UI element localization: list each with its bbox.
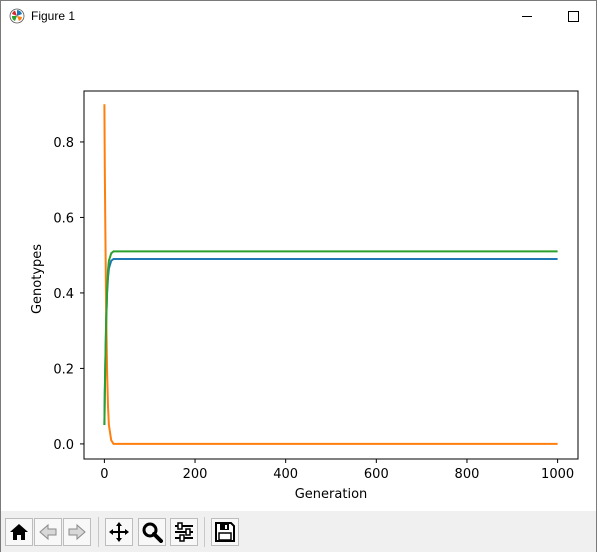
series-line-2 [103,104,558,445]
y-tick-label: 0.6 [53,211,74,226]
arrow-left-icon [39,523,57,541]
title-bar[interactable]: Figure 1 [1,1,596,31]
save-button[interactable] [211,518,239,546]
line-chart: 0 200 400 600 800 1000 0.0 0.2 0.4 0.6 0.8 Genera… [30,90,579,502]
arrow-right-icon [68,523,86,541]
home-icon [10,524,28,540]
y-axis-label: Genotypes [30,244,45,314]
y-tick-label: 0.2 [53,362,74,377]
sliders-icon [175,522,193,542]
x-tick-label: 800 [455,467,480,482]
x-tick-label: 600 [364,467,389,482]
x-tick-label: 400 [273,467,298,482]
axes-frame [83,90,579,460]
series-line-1 [103,258,558,426]
minimize-icon [522,15,532,17]
matplotlib-icon [9,8,25,24]
series-line-3 [103,250,558,426]
zoom-button[interactable] [138,518,166,546]
minimize-button[interactable] [504,1,550,31]
y-tick-label: 0.8 [53,136,74,151]
x-axis: 0 200 400 600 800 1000 [100,459,574,482]
window-title: Figure 1 [31,9,76,23]
y-axis: 0.0 0.2 0.4 0.6 0.8 [53,136,84,453]
forward-button[interactable] [63,518,91,546]
series-layer [103,104,558,445]
navigation-toolbar [1,511,596,552]
maximize-icon [567,10,579,22]
x-axis-label: Generation [295,487,368,502]
maximize-button[interactable] [550,1,596,31]
x-tick-label: 1000 [541,467,574,482]
toolbar-separator [204,517,205,547]
move-icon [109,522,129,542]
y-tick-label: 0.0 [53,438,74,453]
home-button[interactable] [5,518,33,546]
back-button[interactable] [34,518,62,546]
floppy-disk-icon [215,522,235,542]
magnifier-icon [142,522,163,543]
x-tick-label: 0 [100,467,108,482]
y-tick-label: 0.4 [53,287,74,302]
x-tick-label: 200 [183,467,208,482]
figure-canvas[interactable]: 0 200 400 600 800 1000 0.0 0.2 0.4 0.6 0.8 Genera… [1,31,596,511]
pan-button[interactable] [105,518,133,546]
toolbar-separator [98,517,99,547]
configure-subplots-button[interactable] [170,518,198,546]
